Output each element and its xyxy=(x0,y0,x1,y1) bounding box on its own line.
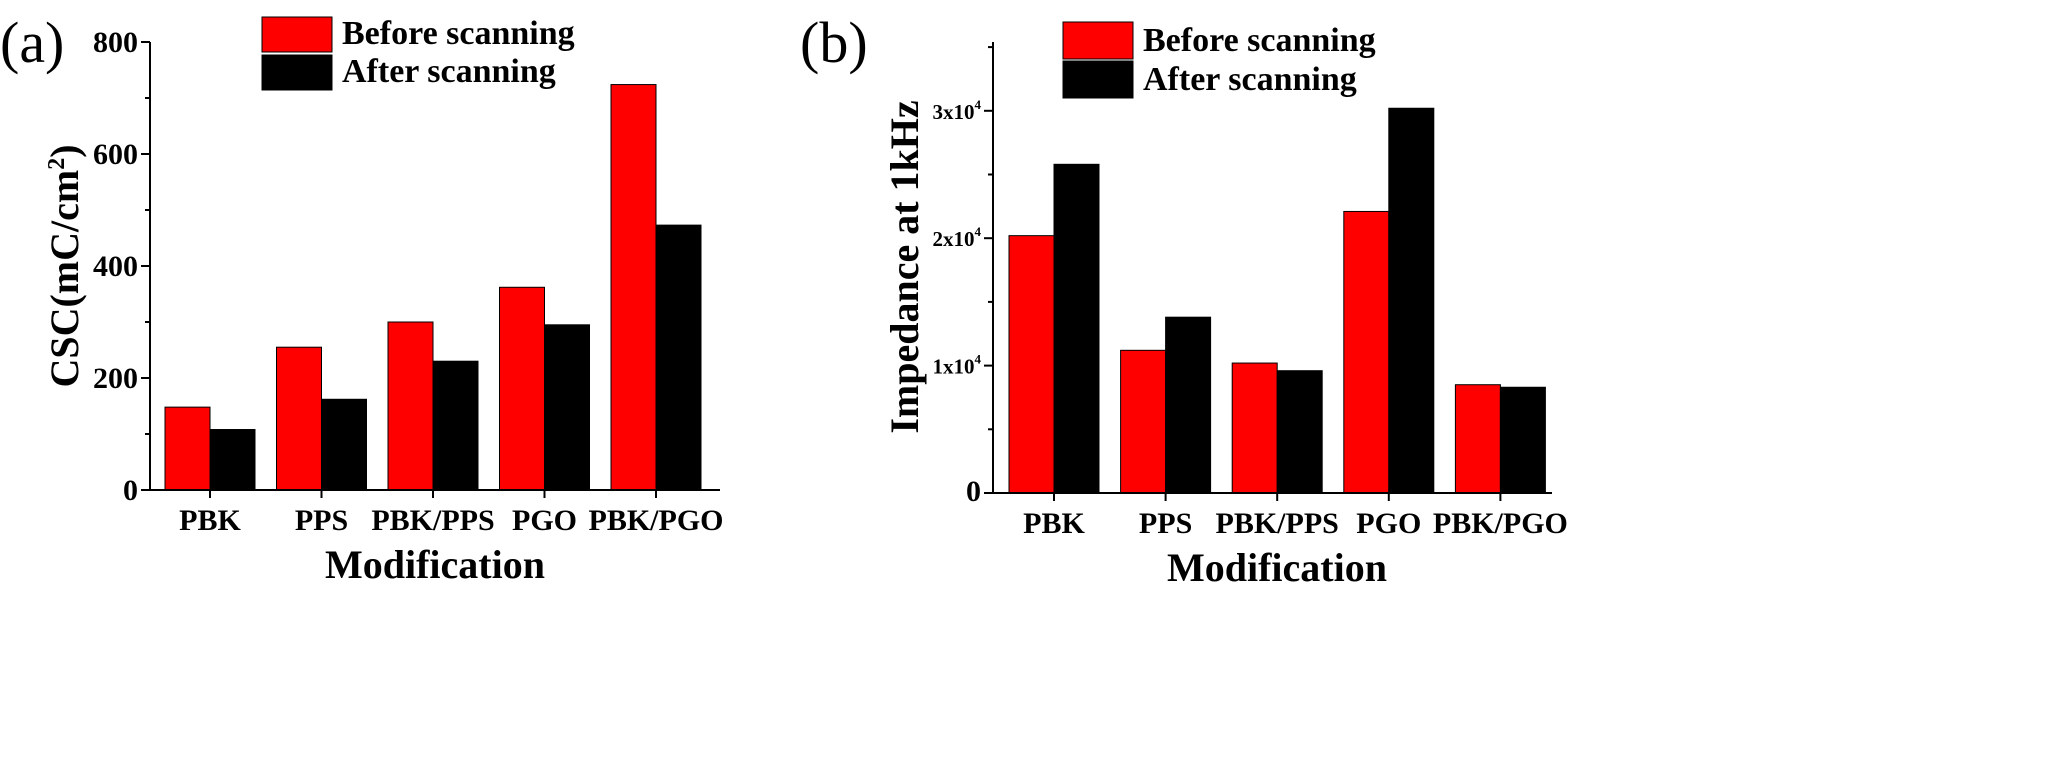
bar-after-pbk xyxy=(209,429,256,491)
legend-label-before: Before scanning xyxy=(1143,22,1376,59)
bar-after-pbk-pgo xyxy=(1499,386,1546,494)
bar-after-pgo xyxy=(544,324,590,491)
bar-before-pbk xyxy=(164,406,211,491)
y-tick-label: 1x104 xyxy=(933,352,982,379)
x-tick-label: PPS xyxy=(1139,507,1192,540)
x-tick-label: PBK/PGO xyxy=(589,504,724,537)
bar-after-pbk xyxy=(1053,163,1100,494)
bar-before-pbk xyxy=(1008,235,1055,494)
x-tick-label: PBK/PPS xyxy=(1216,507,1339,540)
y-tick-label: 0 xyxy=(123,474,138,507)
bar-before-pgo xyxy=(499,286,545,491)
y-axis-title: CSC(mC/cm2) xyxy=(42,144,87,387)
bar-before-pbk-pgo xyxy=(1454,384,1501,494)
x-axis-title: Modification xyxy=(325,542,545,587)
y-tick-label: 200 xyxy=(93,362,138,395)
panel-a-chart: (a) 0 200 400 600 800 PBK PPS PBK/PPS PGO PBK/PGO M… xyxy=(0,10,724,587)
y-tick-label: 400 xyxy=(93,250,138,283)
x-tick-label: PBK/PPS xyxy=(371,504,494,537)
bar-before-pgo xyxy=(1343,210,1390,494)
legend-label-after: After scanning xyxy=(1143,61,1357,98)
bar-after-pbk-pgo xyxy=(655,224,702,491)
y-tick-label: 2x104 xyxy=(933,224,982,251)
x-tick-label: PGO xyxy=(1356,507,1421,540)
bar-before-pbk-pgo xyxy=(610,84,657,491)
y-tick-label: 600 xyxy=(93,138,138,171)
panel-label: (a) xyxy=(0,10,64,75)
x-tick-label: PBK xyxy=(1023,507,1085,540)
y-tick-label: 800 xyxy=(93,26,138,59)
x-tick-label: PBK xyxy=(179,504,241,537)
x-tick-label: PGO xyxy=(512,504,577,537)
bar-after-pbk-pps xyxy=(432,360,479,491)
x-tick-label: PBK/PGO xyxy=(1433,507,1568,540)
y-tick-label: 3x104 xyxy=(933,97,982,124)
x-tick-label: PPS xyxy=(295,504,348,537)
legend-swatch-before xyxy=(261,16,333,53)
bar-before-pbk-pps xyxy=(387,321,434,491)
legend-label-before: Before scanning xyxy=(342,15,575,52)
y-axis-title: Impedance at 1kHz xyxy=(882,100,927,433)
legend-swatch-after xyxy=(261,54,333,91)
bar-after-pps xyxy=(321,398,367,491)
bar-before-pbk-pps xyxy=(1231,362,1278,494)
bar-after-pbk-pps xyxy=(1276,370,1323,494)
legend-swatch-after xyxy=(1062,60,1134,99)
bar-before-pps xyxy=(1120,349,1167,494)
bar-before-pps xyxy=(276,346,322,491)
legend-label-after: After scanning xyxy=(342,53,556,90)
panel-label: (b) xyxy=(800,10,868,75)
y-tick-label: 0 xyxy=(966,475,981,508)
bar-after-pgo xyxy=(1388,107,1435,494)
bar-after-pps xyxy=(1165,316,1212,494)
panel-b-chart: (b) 0 1x104 2x104 3x104 PBK PPS PBK/PPS PGO PBK/P… xyxy=(800,10,1568,590)
legend-swatch-before xyxy=(1062,21,1134,60)
x-axis-title: Modification xyxy=(1167,545,1387,590)
